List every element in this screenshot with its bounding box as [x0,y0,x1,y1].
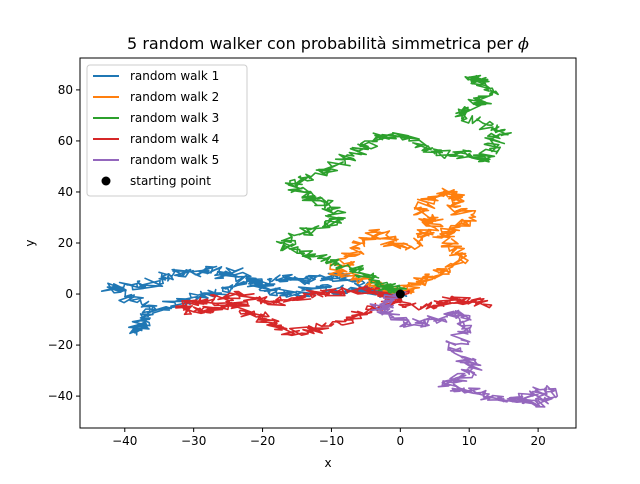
x-tick-label: −30 [181,434,206,448]
series-line-5 [369,291,559,408]
legend-label: random walk 3 [130,111,219,125]
series-line-2 [328,187,477,296]
y-axis-ticks: −40 −20 0 20 40 60 80 [48,83,80,403]
starting-point-layer [395,289,405,299]
y-tick-label: 20 [58,236,73,250]
x-tick-label: 0 [397,434,405,448]
x-axis-ticks: −40 −30 −20 −10 0 10 20 [112,428,546,448]
legend-box [86,64,248,197]
x-tick-label: −20 [250,434,275,448]
series-layer [100,74,559,408]
legend-items: random walk 1 random walk 2 random walk 3 r… [93,69,219,188]
series-line-1 [100,265,408,336]
chart-title: 5 random walker con probabilità simmetri… [127,34,529,53]
legend-swatch-starting-point [101,176,111,186]
legend-label: starting point [130,174,211,188]
legend-label: random walk 2 [130,90,219,104]
y-tick-label: 0 [65,287,73,301]
legend: random walk 1 random walk 2 random walk 3 r… [86,64,248,197]
series-line-3 [275,74,512,295]
y-tick-label: 40 [58,185,73,199]
y-tick-label: −40 [48,389,73,403]
y-tick-label: 80 [58,83,73,97]
legend-label: random walk 4 [130,132,219,146]
legend-label: random walk 5 [130,153,219,167]
y-axis-label: y [23,239,37,246]
starting-point-marker [395,289,405,299]
y-tick-label: −20 [48,338,73,352]
x-tick-label: −10 [319,434,344,448]
x-tick-label: 20 [530,434,545,448]
y-tick-label: 60 [58,134,73,148]
x-tick-label: 10 [462,434,477,448]
legend-label: random walk 1 [130,69,219,83]
series-line-4 [175,285,493,337]
x-axis-label: x [324,456,331,470]
x-tick-label: −40 [112,434,137,448]
